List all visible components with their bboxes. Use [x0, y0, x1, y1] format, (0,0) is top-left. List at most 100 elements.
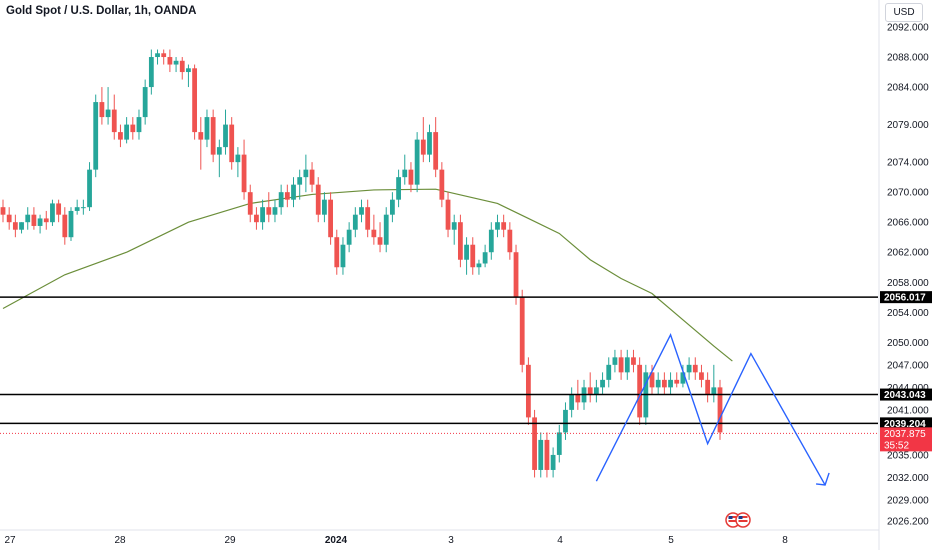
candle-body [507, 229, 513, 253]
candle-body [315, 184, 321, 215]
candle-body [62, 214, 68, 238]
y-tick-label: 2079.000 [887, 120, 929, 131]
candle-body [223, 124, 228, 148]
x-tick-label: 29 [224, 535, 236, 546]
candle-body [328, 199, 333, 238]
x-tick-label: 28 [114, 535, 126, 546]
candle-body [148, 57, 154, 88]
candle-body [600, 379, 605, 388]
candle-body [587, 387, 593, 395]
candle-body [470, 244, 476, 268]
y-tick-label: 2041.000 [887, 405, 929, 416]
candle-body [402, 169, 408, 178]
candle-body [482, 252, 488, 264]
y-tick-label: 2044.000 [887, 383, 929, 394]
candle-body [155, 53, 160, 58]
x-tick-label: 5 [668, 535, 674, 546]
candle-body [50, 203, 55, 223]
y-tick-label: 2058.000 [887, 278, 929, 289]
candle-body [717, 387, 723, 433]
candle-body [56, 203, 62, 215]
candle-body [612, 357, 618, 365]
candle-body [525, 364, 531, 418]
candle-body [229, 124, 235, 163]
candle-body [19, 222, 24, 230]
candle-body [371, 229, 377, 238]
candle-body [266, 207, 272, 215]
candle-body [396, 177, 401, 200]
y-tick-label: 2084.000 [887, 83, 929, 94]
candle-body [37, 218, 43, 226]
candle-body [216, 147, 222, 155]
y-tick-label: 2066.000 [887, 218, 929, 229]
candle-body [0, 207, 6, 215]
x-tick-label: 27 [4, 535, 16, 546]
candle-body [680, 372, 686, 384]
candle-body [668, 379, 673, 388]
candle-body [303, 169, 309, 178]
candle-body [43, 218, 49, 223]
pattern-drawing-layer [595, 333, 830, 486]
candle-body [618, 357, 624, 373]
candle-body [235, 154, 241, 163]
us-flag-event-icon [735, 512, 751, 528]
candle-body [31, 214, 37, 226]
y-tick-label: 2092.000 [887, 23, 929, 34]
candle-body [538, 439, 544, 470]
candle-body [377, 237, 383, 245]
level-tag [880, 388, 932, 401]
candle-body [427, 132, 432, 155]
candle-body [204, 117, 210, 140]
candle-body [167, 57, 173, 65]
candle-body [631, 357, 636, 365]
candle-body [6, 214, 12, 223]
candle-body [495, 222, 500, 230]
candle-body [74, 207, 80, 211]
x-tick-label: 8 [782, 535, 788, 546]
moving-average-line [2, 188, 733, 362]
currency-button[interactable]: USD [885, 3, 923, 22]
candle-body [692, 364, 698, 373]
candle-body [488, 229, 494, 253]
y-tick-label: 2047.000 [887, 360, 929, 371]
candle-body [699, 372, 704, 380]
candle-body [124, 124, 130, 140]
candle-body [513, 252, 519, 298]
arrow-head [816, 472, 830, 486]
candle-body [501, 222, 507, 230]
candle-body [80, 207, 86, 209]
candle-body [383, 214, 389, 245]
candle-body [99, 102, 105, 118]
moving-average-layer [2, 188, 733, 362]
candle-body [556, 432, 562, 455]
candle-body [624, 357, 630, 373]
candle-body [136, 117, 142, 133]
x-tick-label: 4 [557, 535, 563, 546]
candle-body [451, 222, 457, 230]
candle-body [93, 102, 99, 170]
y-tick-label: 2074.000 [887, 158, 929, 169]
x-tick-label: 2024 [325, 535, 348, 546]
price-axis [880, 0, 932, 550]
candle-body [260, 207, 266, 223]
candle-body [87, 169, 92, 208]
candle-body [284, 192, 290, 200]
y-tick-label: 2032.000 [887, 473, 929, 484]
candle-body [192, 68, 198, 133]
candle-body [550, 454, 556, 470]
candle-body [674, 379, 680, 384]
candle-layer [0, 49, 723, 478]
candle-body [661, 379, 667, 388]
y-tick-label: 2035.000 [887, 450, 929, 461]
candle-body [575, 394, 581, 403]
candle-body [322, 199, 327, 215]
last-price-tag [880, 427, 932, 452]
y-tick-label: 2088.000 [887, 53, 929, 64]
candle-body [655, 379, 661, 388]
candle-body [532, 417, 537, 470]
candle-body [433, 132, 439, 170]
candle-body [179, 60, 185, 73]
candle-body [563, 409, 568, 433]
